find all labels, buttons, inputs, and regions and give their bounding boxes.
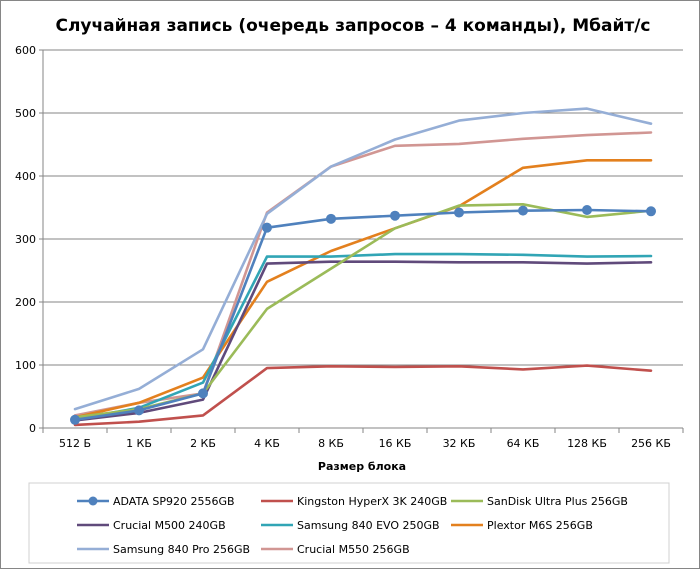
legend-label: Crucial M550 256GB [297, 543, 410, 556]
x-tick-label: 2 КБ [190, 437, 216, 450]
series-line-6 [73, 107, 653, 411]
x-axis-title: Размер блока [318, 460, 406, 473]
chart-title: Случайная запись (очередь запросов – 4 к… [55, 16, 650, 36]
legend-label: Crucial M500 240GB [113, 519, 226, 532]
series-line-5 [73, 159, 653, 419]
legend-box [28, 482, 670, 564]
y-tick-label: 300 [15, 233, 36, 246]
legend-label: Samsung 840 Pro 256GB [113, 543, 250, 556]
x-tick-label: 512 Б [59, 437, 91, 450]
data-point [134, 405, 144, 416]
legend-item: Crucial M550 256GB [261, 543, 410, 556]
series-line-2 [73, 203, 653, 419]
data-point [326, 213, 336, 224]
x-tick-label: 4 КБ [254, 437, 280, 450]
data-point [390, 210, 400, 221]
y-tick-label: 400 [15, 170, 36, 183]
x-tick-label: 16 КБ [379, 437, 412, 450]
legend-marker [88, 496, 98, 506]
x-tick-labels: 512 Б 1 КБ 2 КБ 4 КБ 8 КБ 16 КБ 32 КБ 64 КБ 128 … [59, 437, 671, 450]
legend-item: Crucial M500 240GB [77, 519, 226, 532]
data-point [518, 205, 528, 216]
legend-item: SanDisk Ultra Plus 256GB [451, 495, 628, 508]
legend-item: ADATA SP920 2556GB [77, 495, 235, 508]
series-line-0 [73, 208, 653, 422]
legend-label: Samsung 840 EVO 250GB [297, 519, 440, 532]
legend-label: Kingston HyperX 3K 240GB [297, 495, 447, 508]
y-tick-label: 100 [15, 359, 36, 372]
legend-label: ADATA SP920 2556GB [113, 495, 235, 508]
data-point [70, 414, 80, 425]
series-line-3 [73, 260, 653, 422]
data-point [262, 222, 272, 233]
series-line-1 [73, 364, 653, 427]
x-tick-label: 256 КБ [631, 437, 671, 450]
x-tick-label: 128 КБ [567, 437, 607, 450]
data-point [454, 207, 464, 218]
y-tick-label: 600 [15, 44, 36, 57]
series-line-4 [73, 252, 653, 421]
x-tick-label: 32 КБ [443, 437, 476, 450]
data-point [198, 388, 208, 399]
legend-label: Plextor M6S 256GB [487, 519, 593, 532]
legend: ADATA SP920 2556GB Kingston HyperX 3K 240… [77, 495, 628, 556]
y-tick-labels: 0 100 200 300 400 500 600 [15, 44, 36, 435]
y-tick-label: 200 [15, 296, 36, 309]
series-line-7 [73, 131, 653, 417]
legend-label: SanDisk Ultra Plus 256GB [487, 495, 628, 508]
data-point [646, 206, 656, 217]
series-lines [70, 107, 656, 427]
axes [39, 49, 684, 433]
data-point [582, 205, 592, 216]
x-tick-label: 1 КБ [126, 437, 152, 450]
x-tick-label: 64 КБ [507, 437, 540, 450]
x-tick-label: 8 КБ [318, 437, 344, 450]
y-tick-label: 500 [15, 107, 36, 120]
y-tick-label: 0 [29, 422, 36, 435]
legend-item: Kingston HyperX 3K 240GB [261, 495, 447, 508]
legend-item: Samsung 840 Pro 256GB [77, 543, 250, 556]
legend-item: Samsung 840 EVO 250GB [261, 519, 440, 532]
legend-item: Plextor M6S 256GB [451, 519, 593, 532]
